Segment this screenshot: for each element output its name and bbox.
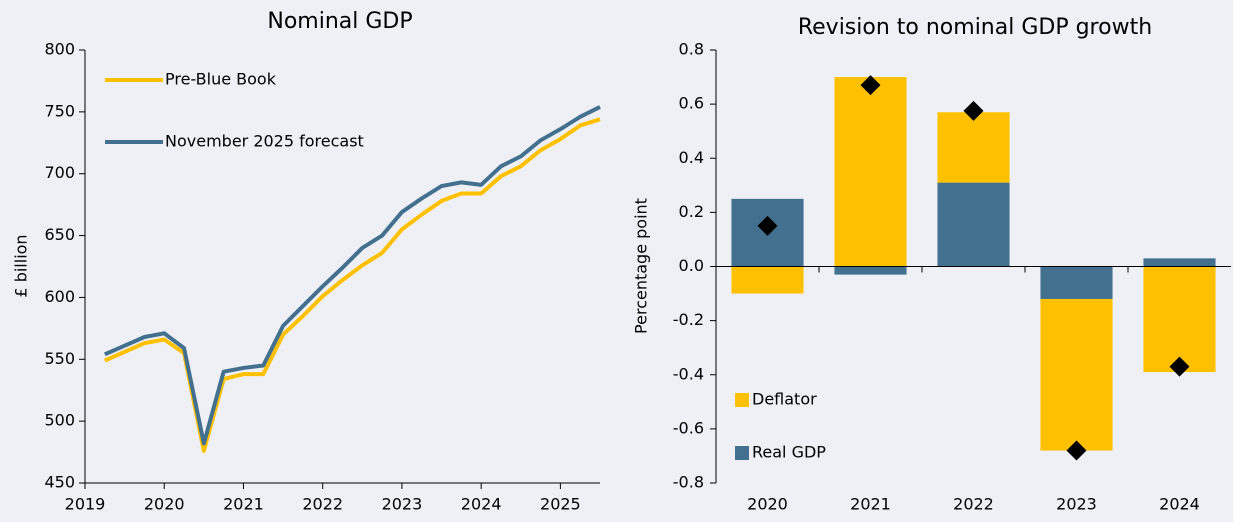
x-tick-label: 2022	[953, 495, 994, 514]
y-tick-label: 0.2	[679, 202, 704, 221]
bar-segment	[1040, 298, 1113, 451]
bar-segment	[1143, 258, 1216, 267]
x-tick-label: 2025	[540, 495, 581, 514]
x-tick-label: 2023	[382, 495, 423, 514]
y-tick-label: 0.0	[679, 256, 704, 275]
legend-label: Real GDP	[752, 443, 826, 462]
y-tick-label: -0.2	[673, 310, 704, 329]
x-tick-label: 2020	[747, 495, 788, 514]
bar-segment	[834, 77, 907, 267]
legend-label: Deflator	[752, 390, 817, 409]
y-tick-label: 750	[44, 101, 75, 120]
total-marker	[860, 75, 881, 96]
total-marker	[757, 215, 778, 236]
total-marker	[963, 100, 984, 121]
line	[104, 105, 601, 446]
legend-swatch	[735, 446, 749, 460]
bar-segment	[1143, 266, 1216, 373]
chart-title: Nominal GDP	[267, 9, 412, 34]
y-tick-label: 550	[44, 349, 75, 368]
legend-label: November 2025 forecast	[165, 132, 364, 151]
y-tick-label: 650	[44, 225, 75, 244]
y-tick-label: -0.4	[673, 364, 704, 383]
bar-segment	[731, 266, 804, 294]
legend-swatch	[735, 393, 749, 407]
y-axis-label: Percentage point	[632, 198, 651, 334]
x-tick-label: 2021	[223, 495, 264, 514]
bar-segment	[937, 112, 1010, 183]
total-marker	[1169, 356, 1190, 377]
y-tick-label: -0.6	[673, 418, 704, 437]
x-tick-label: 2024	[461, 495, 502, 514]
y-tick-label: 0.8	[679, 40, 704, 59]
y-axis-label: £ billion	[12, 234, 31, 297]
legend-label: Pre-Blue Book	[165, 70, 277, 89]
x-tick-label: 2024	[1159, 495, 1200, 514]
y-tick-label: 700	[44, 163, 75, 182]
y-tick-label: 450	[44, 473, 75, 492]
y-tick-label: -0.8	[673, 473, 704, 492]
y-tick-label: 500	[44, 411, 75, 430]
chart-title: Revision to nominal GDP growth	[798, 15, 1152, 40]
y-tick-label: 0.6	[679, 94, 704, 113]
total-marker	[1066, 440, 1087, 461]
y-tick-label: 800	[44, 40, 75, 59]
y-tick-label: 0.4	[679, 148, 704, 167]
x-tick-label: 2023	[1056, 495, 1097, 514]
x-tick-label: 2020	[144, 495, 185, 514]
x-tick-label: 2019	[65, 495, 106, 514]
y-tick-label: 600	[44, 287, 75, 306]
bar-segment	[1040, 266, 1113, 299]
x-tick-label: 2022	[302, 495, 343, 514]
x-tick-label: 2021	[850, 495, 891, 514]
bar-segment	[937, 182, 1010, 267]
bar-segment	[834, 266, 907, 275]
